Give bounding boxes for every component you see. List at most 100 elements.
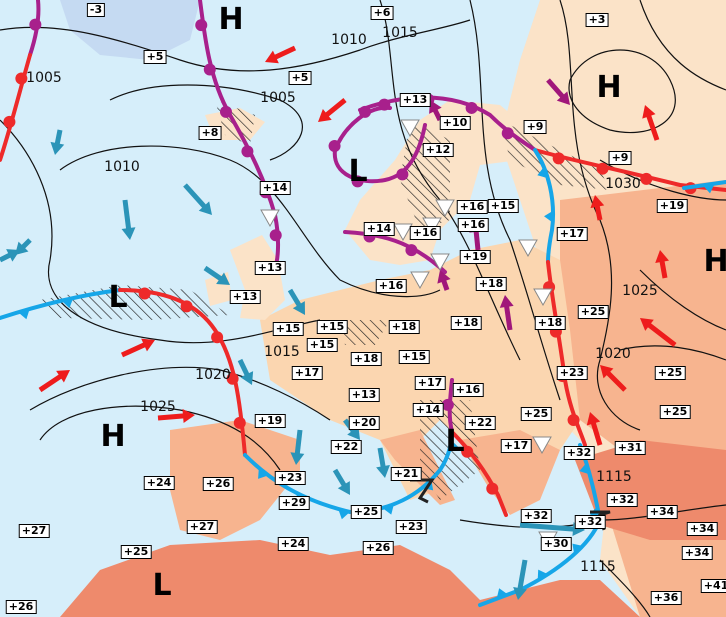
wind-arrow	[513, 559, 528, 600]
wind-arrow	[50, 129, 65, 155]
wind-arrow	[437, 270, 451, 291]
temperature-label: +13	[229, 290, 261, 304]
temperature-label: +21	[390, 467, 422, 481]
temperature-label: +29	[278, 496, 310, 510]
isobar-line	[639, 0, 726, 91]
wind-arrow	[640, 318, 677, 347]
greenland-ice	[60, 0, 200, 60]
wind-arrow	[546, 78, 570, 105]
temperature-label: +34	[686, 522, 718, 536]
wind-arrow	[121, 199, 136, 240]
warm-front-bump	[567, 414, 580, 427]
snow-triangle-icon	[393, 223, 413, 242]
cold-front-triangle	[579, 462, 590, 475]
temperature-label: +9	[523, 120, 547, 134]
temperature-label: +13	[399, 93, 431, 107]
snow-triangle-icon	[532, 436, 552, 455]
wind-arrow	[290, 429, 305, 465]
wind-arrow	[157, 408, 195, 423]
occluded-front-bump	[378, 98, 391, 111]
temperature-label: +13	[348, 388, 380, 402]
temperature-label: +26	[5, 600, 37, 614]
isobar-label: 1010	[104, 159, 140, 175]
temperature-label: +14	[363, 222, 395, 236]
temperature-label: +41	[700, 579, 726, 593]
wind-arrow	[318, 98, 347, 122]
warm-front-bump	[180, 300, 193, 313]
temperature-label: +32	[520, 509, 552, 523]
temperature-label: +15	[487, 199, 519, 213]
temperature-label: +23	[556, 366, 588, 380]
iberia	[170, 420, 300, 540]
isobar-line	[639, 269, 726, 331]
wind-arrow	[183, 183, 212, 215]
temperature-label: +25	[577, 305, 609, 319]
isobar-label: 1020	[595, 346, 631, 362]
occluded-front	[343, 230, 447, 274]
isobar-line	[559, 0, 641, 431]
wind-arrows	[0, 45, 677, 600]
occluded-front-bump	[328, 139, 341, 152]
wind-arrow	[203, 265, 230, 285]
temperature-label: +6	[370, 6, 394, 20]
temperature-label: +16	[457, 218, 489, 232]
wind-arrow	[655, 250, 670, 279]
temperature-label: +14	[259, 181, 291, 195]
isobar-label: 1025	[140, 399, 176, 415]
warm-front-bump	[138, 287, 151, 300]
snow-triangle-icon	[400, 119, 420, 138]
temperature-label: +16	[375, 279, 407, 293]
cold-front-triangle	[258, 468, 269, 479]
temperature-label: +18	[350, 352, 382, 366]
occluded-front-bump	[465, 101, 478, 114]
isobar-line	[59, 145, 441, 298]
wind-arrow	[332, 468, 350, 495]
cold-front-triangle	[61, 297, 74, 309]
temperature-label: +19	[656, 199, 688, 213]
occluded-front-bump	[203, 63, 216, 76]
isobar-line	[619, 345, 726, 361]
isobar-label: 1015	[382, 25, 418, 41]
low-pressure-center: L	[445, 424, 465, 459]
high-pressure-center: H	[703, 244, 726, 279]
isobar-label: 1015	[264, 344, 300, 360]
temperature-label: +34	[681, 546, 713, 560]
cold-front-triangle	[449, 440, 460, 453]
temperature-label: +5	[143, 50, 167, 64]
wind-arrow	[590, 195, 605, 221]
temperature-label: +34	[646, 505, 678, 519]
temperature-label: +14	[412, 403, 444, 417]
occluded-front-bump	[219, 105, 232, 118]
temperature-label: +17	[414, 376, 446, 390]
temperature-label: +20	[348, 416, 380, 430]
warm-front-bump	[15, 72, 28, 85]
occluded-front-bump	[195, 19, 208, 32]
temperature-label: +26	[202, 477, 234, 491]
temperature-label: +25	[659, 405, 691, 419]
warm-front-bump	[486, 482, 499, 495]
isobar-label: 1115	[580, 559, 616, 575]
isobar-line	[568, 49, 676, 134]
temperature-label: +36	[650, 591, 682, 605]
occluded-front-bump	[241, 145, 254, 158]
temperature-label: +19	[254, 414, 286, 428]
cold-front	[0, 288, 122, 320]
warm-front-bump	[552, 152, 565, 165]
temperature-label: +32	[574, 515, 606, 529]
occluded-front	[332, 105, 427, 184]
isobar-label: 1010	[331, 32, 367, 48]
temperature-label: +10	[439, 116, 471, 130]
occluded-front-bump	[441, 398, 454, 411]
wind-arrow	[429, 100, 443, 122]
temperature-label: +25	[520, 407, 552, 421]
wind-arrow	[586, 412, 603, 446]
isobar-label: 1020	[195, 367, 231, 383]
occluded-front-bump	[29, 18, 42, 31]
snow-triangle-icon	[260, 209, 280, 228]
isobar-label: 1025	[622, 283, 658, 299]
occluded-front-bump	[501, 127, 514, 140]
wind-arrow	[287, 288, 305, 315]
anatolia	[575, 440, 726, 540]
